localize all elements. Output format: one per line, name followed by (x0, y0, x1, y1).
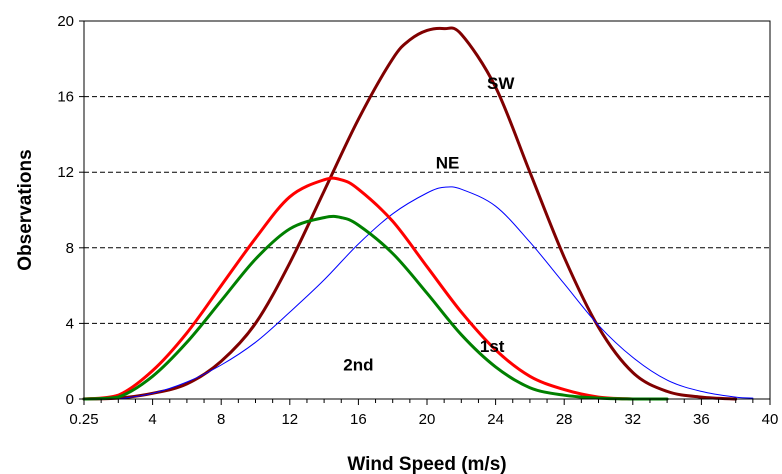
x-tick-label: 28 (556, 411, 573, 428)
x-tick-label: 12 (281, 411, 298, 428)
series-annotations: SW NE 1st 2nd (343, 74, 515, 375)
y-tick-label: 16 (57, 89, 74, 106)
y-axis-title: Observations (15, 149, 36, 270)
y-tick-label: 0 (66, 391, 74, 408)
x-tick-labels: 0.25 4 8 12 16 20 24 28 32 36 40 (69, 411, 778, 428)
y-tick-labels: 0 4 8 12 16 20 (57, 13, 74, 408)
x-tick-label: 0.25 (69, 411, 98, 428)
x-tick-label: 32 (624, 411, 641, 428)
x-tick-label: 40 (762, 411, 779, 428)
series-line-1st (82, 176, 635, 401)
series-line-ne (117, 186, 754, 400)
tick-marks (79, 20, 771, 405)
x-tick-label: 4 (148, 411, 156, 428)
series-label: NE (436, 153, 460, 172)
x-tick-label: 16 (350, 411, 367, 428)
gridlines (84, 96, 770, 324)
x-tick-label: 8 (217, 411, 225, 428)
x-axis-title: Wind Speed (m/s) (347, 454, 506, 474)
series-lines (82, 26, 754, 401)
y-tick-label: 12 (57, 164, 74, 181)
x-tick-label: 36 (693, 411, 710, 428)
y-tick-label: 20 (57, 13, 74, 30)
y-tick-label: 8 (66, 240, 74, 257)
series-label: 2nd (343, 356, 373, 375)
y-tick-label: 4 (66, 315, 74, 332)
series-label: SW (487, 74, 515, 93)
series-label: 1st (480, 337, 505, 356)
series-line-sw (82, 26, 738, 401)
series-line-2nd (82, 214, 669, 401)
x-tick-label: 24 (487, 411, 504, 428)
x-tick-label: 20 (419, 411, 436, 428)
